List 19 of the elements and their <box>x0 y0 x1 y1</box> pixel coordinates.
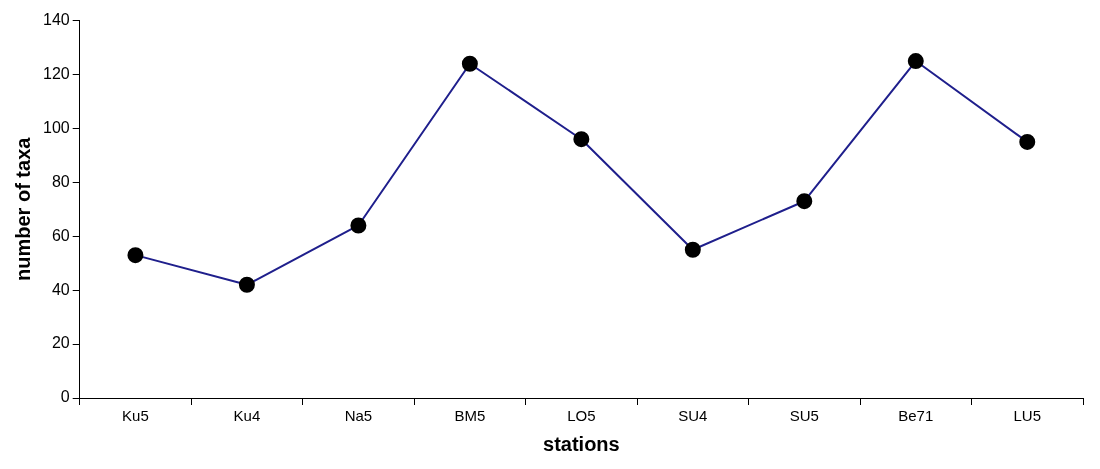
y-tick-label: 120 <box>42 64 70 82</box>
y-tick-label: 0 <box>60 388 70 406</box>
x-tick-label: Be71 <box>898 407 934 425</box>
x-tick-label: LU5 <box>1013 407 1042 425</box>
y-axis-title: number of taxa <box>11 136 34 281</box>
y-tick-label: 40 <box>51 280 70 298</box>
x-tick-label: Na5 <box>344 407 373 425</box>
x-tick-label: SU5 <box>789 407 819 425</box>
y-tick-label: 80 <box>51 172 70 190</box>
y-tick-label: 140 <box>42 11 70 29</box>
x-tick-label: BM5 <box>454 407 486 425</box>
x-tick-label: LO5 <box>567 407 596 425</box>
x-tick-label: Ku5 <box>122 407 149 425</box>
x-tick-label: Ku4 <box>233 407 261 425</box>
x-tick-label: SU4 <box>678 407 708 425</box>
x-axis-title: stations <box>543 432 620 455</box>
y-tick-label: 20 <box>51 334 70 352</box>
y-tick-label: 100 <box>42 118 70 136</box>
y-tick-label: 60 <box>51 226 70 244</box>
